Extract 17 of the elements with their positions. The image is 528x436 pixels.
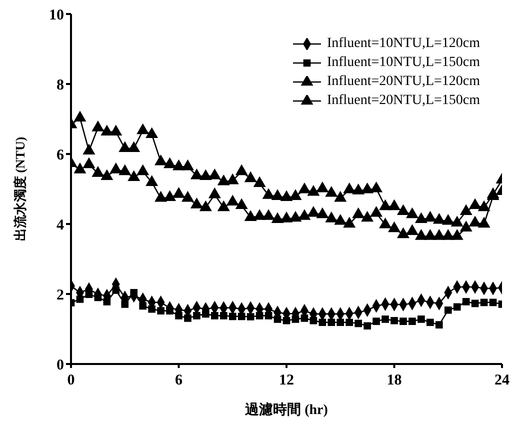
x-axis-title: 過濾時間 (hr) bbox=[244, 402, 328, 418]
x-tick-label: 12 bbox=[279, 372, 294, 389]
y-tick-label: 6 bbox=[56, 147, 64, 164]
legend-label: Influent=20NTU,L=150cm bbox=[326, 92, 480, 108]
legend-label: Influent=20NTU,L=120cm bbox=[326, 74, 480, 90]
x-tick-label: 18 bbox=[386, 372, 402, 389]
x-tick-label: 6 bbox=[175, 372, 183, 389]
x-tick-label: 0 bbox=[67, 372, 75, 389]
y-tick-label: 0 bbox=[56, 357, 64, 374]
legend-label: Influent=10NTU,L=150cm bbox=[326, 54, 480, 70]
y-tick-label: 10 bbox=[49, 7, 64, 24]
y-tick-label: 2 bbox=[56, 287, 64, 304]
y-tick-label: 8 bbox=[56, 77, 64, 94]
x-tick-label: 24 bbox=[494, 372, 510, 389]
y-tick-label: 4 bbox=[56, 217, 64, 234]
y-axis-title: 出流水濁度 (NTU) bbox=[12, 136, 28, 242]
legend-label: Influent=10NTU,L=120cm bbox=[326, 36, 480, 52]
